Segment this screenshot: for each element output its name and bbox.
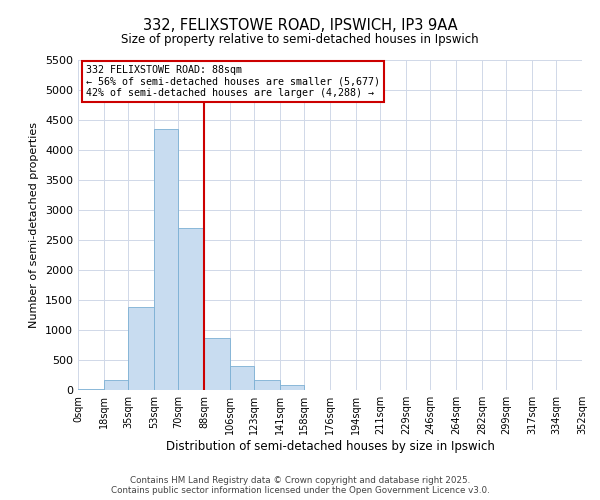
Text: Size of property relative to semi-detached houses in Ipswich: Size of property relative to semi-detach… bbox=[121, 32, 479, 46]
Bar bbox=[104, 380, 128, 390]
X-axis label: Distribution of semi-detached houses by size in Ipswich: Distribution of semi-detached houses by … bbox=[166, 440, 494, 453]
Bar bbox=[178, 228, 204, 390]
Text: 332, FELIXSTOWE ROAD, IPSWICH, IP3 9AA: 332, FELIXSTOWE ROAD, IPSWICH, IP3 9AA bbox=[143, 18, 457, 32]
Text: Contains HM Land Registry data © Crown copyright and database right 2025.
Contai: Contains HM Land Registry data © Crown c… bbox=[110, 476, 490, 495]
Bar bbox=[280, 384, 304, 390]
Text: 332 FELIXSTOWE ROAD: 88sqm
← 56% of semi-detached houses are smaller (5,677)
42%: 332 FELIXSTOWE ROAD: 88sqm ← 56% of semi… bbox=[86, 65, 380, 98]
Bar bbox=[154, 129, 178, 390]
Bar bbox=[128, 306, 154, 390]
Bar bbox=[230, 366, 254, 390]
Bar bbox=[254, 380, 280, 390]
Bar bbox=[204, 338, 230, 390]
Y-axis label: Number of semi-detached properties: Number of semi-detached properties bbox=[29, 122, 40, 328]
Bar bbox=[78, 389, 104, 390]
